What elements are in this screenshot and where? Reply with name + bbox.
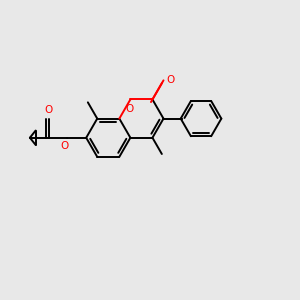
Text: O: O (125, 104, 133, 114)
Text: O: O (44, 104, 53, 115)
Text: O: O (61, 141, 69, 152)
Text: O: O (167, 75, 175, 85)
